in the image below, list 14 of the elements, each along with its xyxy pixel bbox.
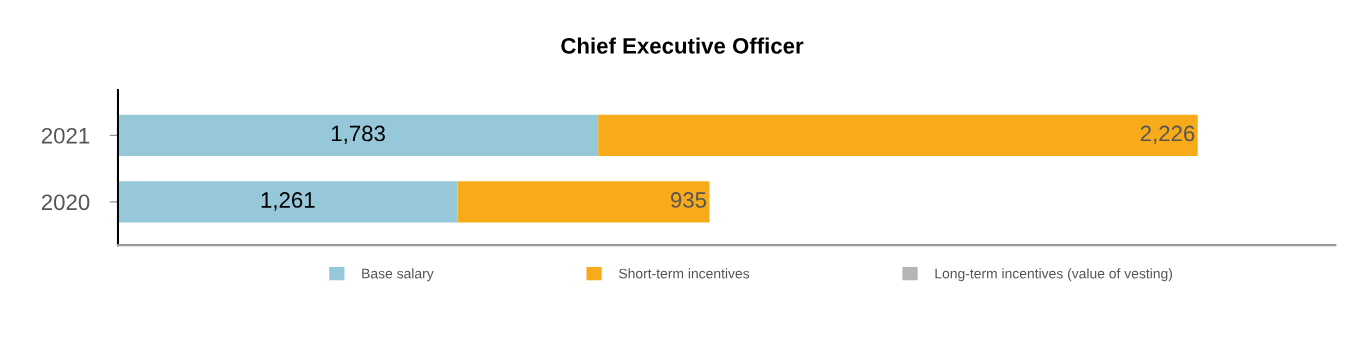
- chart-title: Chief Executive Officer: [561, 37, 804, 54]
- data-label: 1,261: [261, 192, 315, 211]
- bar: [117, 114, 599, 156]
- bar: [457, 181, 710, 223]
- data-label: 1,783: [331, 125, 385, 144]
- data-label: 2,226: [1140, 125, 1195, 144]
- bar: [117, 181, 458, 223]
- data-label: 935: [670, 192, 707, 208]
- y-tick-label: 2021: [41, 127, 90, 144]
- y-tick-label: 2020: [41, 194, 90, 211]
- legend-label: Short-term incentives: [619, 268, 750, 279]
- legend-label: Base salary: [362, 268, 434, 282]
- legend-label: Long-term incentives (value of vesting): [935, 268, 1173, 282]
- bar: [598, 114, 1198, 156]
